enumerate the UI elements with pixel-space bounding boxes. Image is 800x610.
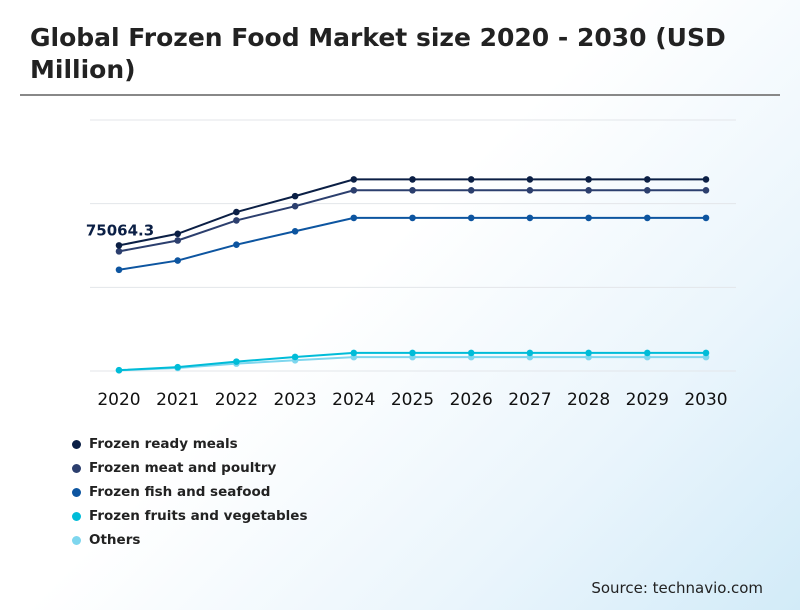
data-point [115,366,123,374]
legend-item: Others [72,528,307,552]
legend-label: Frozen fish and seafood [89,484,271,500]
legend-marker [72,535,81,545]
data-point [115,266,123,274]
data-point [526,176,534,183]
data-point [467,214,475,222]
data-point [233,217,240,224]
data-label: 75064.3 [86,221,154,239]
legend-label: Frozen meat and poultry [89,460,277,476]
data-point [467,186,475,194]
data-point [233,241,240,248]
data-point [350,214,358,222]
data-point [585,186,592,194]
x-tick-label: 2021 [156,390,199,410]
chart-legend: Frozen ready meals Frozen meat and poultr… [72,432,307,552]
data-point [467,176,475,183]
x-tick-label: 2028 [567,390,610,410]
data-point [115,242,123,249]
data-point [409,176,416,183]
legend-marker [72,463,81,473]
x-tick-label: 2027 [508,390,551,410]
data-point [526,186,534,194]
data-point [409,214,416,222]
legend-marker [72,487,81,497]
x-tick-label: 2029 [626,390,669,410]
legend-label: Frozen ready meals [89,436,238,452]
data-point [233,358,240,365]
data-point [644,186,651,194]
data-point [644,176,651,183]
legend-label: Frozen fruits and vegetables [89,508,308,524]
data-point [702,214,710,222]
legend-item: Frozen meat and poultry [72,456,307,480]
data-point [702,349,710,357]
data-point [585,176,592,183]
data-point [644,214,651,222]
legend-label: Others [89,532,141,548]
data-point [526,349,534,357]
x-tick-label: 2026 [450,390,493,410]
legend-item: Frozen fruits and vegetables [72,504,307,528]
data-point [291,353,299,361]
data-point [174,230,181,238]
data-point [644,349,651,357]
data-point [291,227,299,235]
series-line [118,216,706,271]
data-point [291,202,299,210]
x-tick-label: 2025 [391,390,434,410]
x-tick-label: 2024 [332,390,375,410]
legend-item: Frozen fish and seafood [72,480,307,504]
x-tick-label: 2023 [273,390,316,410]
data-point [291,192,299,200]
chart-title: Global Frozen Food Market size 2020 - 20… [30,23,726,84]
data-point [409,186,416,194]
data-point [467,349,475,357]
legend-marker [72,439,81,449]
data-point [233,208,240,216]
data-point [350,176,358,183]
data-point [350,186,358,194]
data-point [174,237,181,244]
source-label: Source: technavio.com [591,579,763,597]
legend-item: Frozen ready meals [72,432,307,456]
data-point [409,349,416,357]
data-point [174,363,181,371]
data-point [585,349,592,357]
data-point [702,176,710,183]
data-point [702,186,710,194]
data-point [174,257,181,264]
data-point [350,349,358,357]
data-point [115,248,123,255]
data-point [526,214,534,222]
data-point [585,214,592,222]
title-divider [20,94,780,96]
legend-marker [72,511,81,521]
x-tick-label: 2022 [215,390,258,410]
x-tick-label: 2020 [97,390,140,410]
x-tick-label: 2030 [684,390,727,410]
